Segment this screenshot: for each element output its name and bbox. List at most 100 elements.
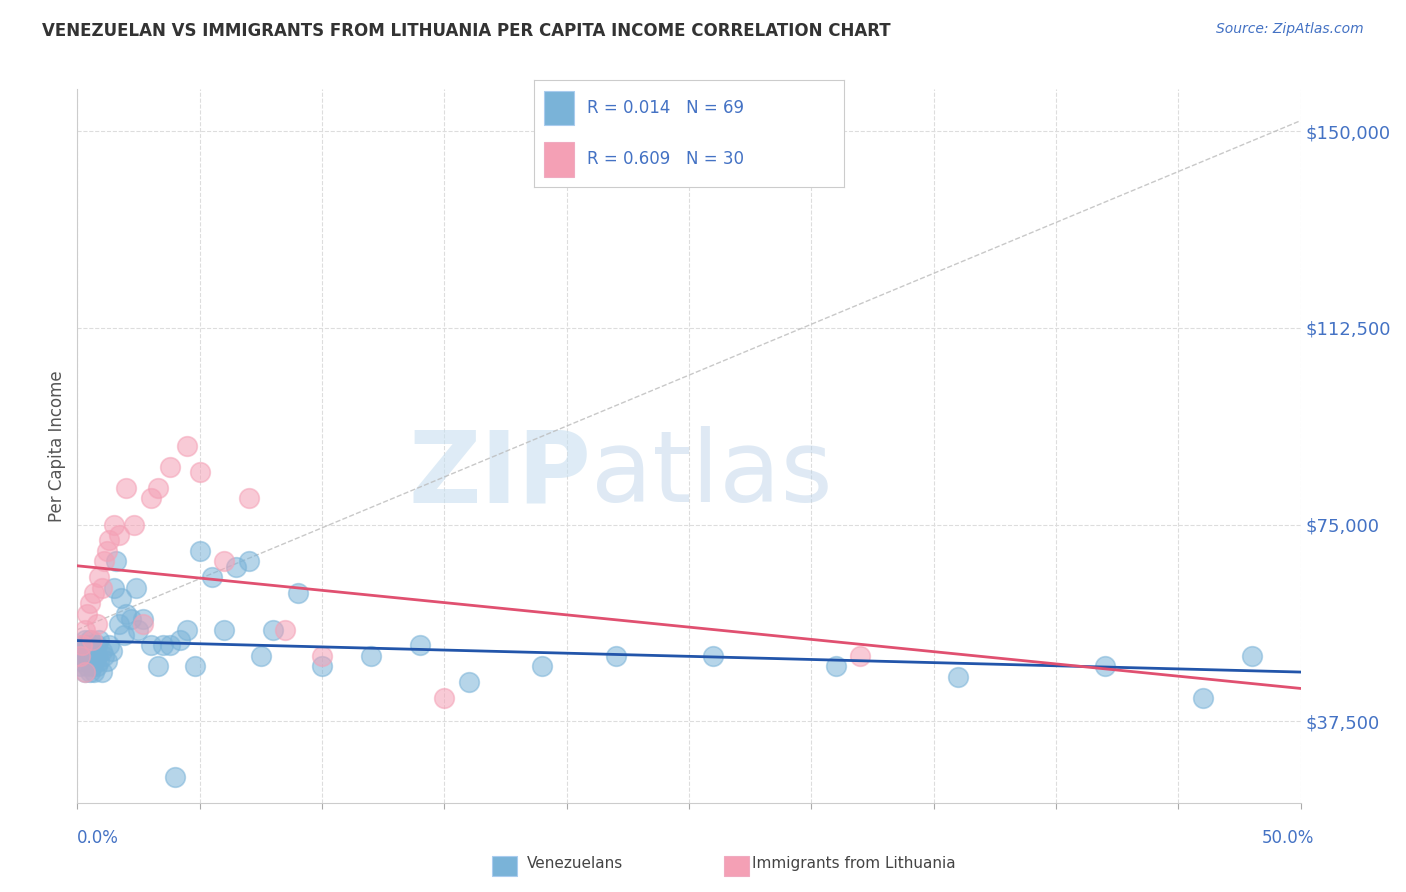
Point xyxy=(946,670,969,684)
Point xyxy=(250,648,273,663)
Point xyxy=(108,617,131,632)
Point xyxy=(103,517,125,532)
Point xyxy=(184,659,207,673)
Point xyxy=(110,591,132,606)
Point xyxy=(165,770,187,784)
Point xyxy=(73,633,96,648)
Point xyxy=(79,654,101,668)
Point xyxy=(409,639,432,653)
Text: Source: ZipAtlas.com: Source: ZipAtlas.com xyxy=(1216,22,1364,37)
Point xyxy=(238,491,260,506)
Point xyxy=(132,612,155,626)
Text: 0.0%: 0.0% xyxy=(77,829,120,847)
Point xyxy=(86,659,108,673)
Point xyxy=(80,659,103,673)
Point xyxy=(96,544,118,558)
Point xyxy=(69,659,91,673)
Point xyxy=(849,648,872,663)
Point xyxy=(86,648,108,663)
Point xyxy=(125,581,148,595)
Point xyxy=(115,481,138,495)
Point xyxy=(70,654,93,668)
Point xyxy=(69,648,91,663)
Point xyxy=(108,528,131,542)
Point xyxy=(188,544,211,558)
Point xyxy=(139,491,162,506)
Point xyxy=(225,559,247,574)
Point xyxy=(146,659,169,673)
Point xyxy=(127,623,149,637)
Point xyxy=(83,586,105,600)
Text: R = 0.609   N = 30: R = 0.609 N = 30 xyxy=(586,151,744,169)
Point xyxy=(311,659,333,673)
Point xyxy=(159,460,181,475)
Point xyxy=(531,659,554,673)
Y-axis label: Per Capita Income: Per Capita Income xyxy=(48,370,66,522)
Point xyxy=(169,633,191,648)
Text: 50.0%: 50.0% xyxy=(1263,829,1315,847)
Text: Immigrants from Lithuania: Immigrants from Lithuania xyxy=(752,856,956,871)
Point xyxy=(132,617,155,632)
Point xyxy=(188,465,211,479)
Point xyxy=(90,581,112,595)
Point xyxy=(176,623,198,637)
Point xyxy=(98,639,121,653)
Point xyxy=(262,623,284,637)
Point xyxy=(76,648,98,663)
Point xyxy=(274,623,297,637)
Point xyxy=(287,586,309,600)
Point xyxy=(100,643,122,657)
Point xyxy=(86,617,108,632)
Point xyxy=(89,570,111,584)
Point xyxy=(702,648,724,663)
Point xyxy=(90,643,112,657)
Point xyxy=(80,639,103,653)
Point xyxy=(212,554,235,568)
Text: VENEZUELAN VS IMMIGRANTS FROM LITHUANIA PER CAPITA INCOME CORRELATION CHART: VENEZUELAN VS IMMIGRANTS FROM LITHUANIA … xyxy=(42,22,891,40)
Point xyxy=(79,633,101,648)
Point xyxy=(69,648,91,663)
Point xyxy=(89,654,111,668)
Point xyxy=(139,639,162,653)
Text: ZIP: ZIP xyxy=(408,426,591,523)
Point xyxy=(159,639,181,653)
Point xyxy=(103,581,125,595)
Point xyxy=(76,639,98,653)
Point xyxy=(201,570,224,584)
Point xyxy=(824,659,846,673)
Point xyxy=(433,690,456,705)
Text: R = 0.014   N = 69: R = 0.014 N = 69 xyxy=(586,99,744,117)
Point xyxy=(105,554,128,568)
Point xyxy=(212,623,235,637)
Point xyxy=(1191,690,1213,705)
Point xyxy=(79,643,101,657)
Point xyxy=(152,639,174,653)
Point xyxy=(73,665,96,679)
Point xyxy=(86,639,108,653)
Point xyxy=(79,665,101,679)
Point xyxy=(120,612,142,626)
Point xyxy=(146,481,169,495)
Point xyxy=(83,665,105,679)
Point xyxy=(605,648,627,663)
Point xyxy=(115,607,138,621)
Point xyxy=(76,659,98,673)
Point xyxy=(80,648,103,663)
Point xyxy=(457,675,479,690)
Point xyxy=(83,643,105,657)
Point xyxy=(96,654,118,668)
Point xyxy=(311,648,333,663)
Point xyxy=(73,643,96,657)
Point xyxy=(90,665,112,679)
Point xyxy=(238,554,260,568)
Point xyxy=(79,596,101,610)
Point xyxy=(122,517,145,532)
Point xyxy=(73,623,96,637)
Bar xyxy=(544,91,575,125)
Bar xyxy=(544,143,575,177)
Point xyxy=(1240,648,1263,663)
Text: Venezuelans: Venezuelans xyxy=(527,856,623,871)
Point xyxy=(93,648,115,663)
Point xyxy=(176,439,198,453)
Point xyxy=(73,665,96,679)
